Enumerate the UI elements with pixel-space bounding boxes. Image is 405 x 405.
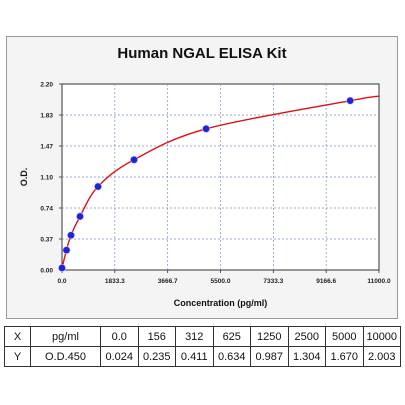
y-tick-label: 0.00 [40,268,53,275]
table-cell: 2500 [287,326,326,347]
data-point [58,264,66,272]
table-cell: 5000 [325,326,364,347]
x-tick-label: 7333.3 [263,278,283,285]
table-cell: 1.670 [325,346,364,367]
y-tick-label: 1.83 [40,113,53,120]
row-header: Y [4,346,31,367]
table-row: Y O.D.450 0.024 0.235 0.411 0.634 0.987 1.304 1.… [4,346,401,367]
x-tick-label: 9166.6 [316,278,336,285]
x-tick-label: 5500.0 [211,278,231,285]
data-point [67,231,75,240]
x-tick-label: 1833.3 [105,278,125,285]
table-cell: 2.003 [362,346,401,367]
y-axis-title: O.D. [19,168,29,187]
y-tick-label: 0.37 [40,237,53,244]
data-point [130,155,138,164]
table-cell: 10000 [362,326,401,347]
x-tick-label: 0.0 [57,278,66,285]
y-tick-label: 2.20 [40,82,53,89]
chart-plot: 0.0 1833.3 3666.7 5500.0 7333.3 9166.6 11000.0… [19,82,391,309]
table-cell: 0.634 [212,346,251,367]
data-point [62,246,71,255]
table-cell: 0.987 [250,346,289,367]
data-point [76,212,84,221]
x-axis-title: Concentration (pg/ml) [174,298,268,308]
y-tick-label: 1.47 [40,144,53,151]
x-tick-label: 11000.0 [367,278,391,285]
chart-frame: Human NGAL ELISA Kit 0.0 1833.3 3666.7 5500… [6,36,398,319]
data-point [94,182,102,191]
table-cell: 1.304 [287,346,326,367]
data-point [346,96,355,105]
table-cell: 1250 [250,326,289,347]
table-cell: 0.235 [137,346,176,367]
table-cell: 156 [137,326,176,347]
chart-title: Human NGAL ELISA Kit [117,45,287,62]
table-cell: 312 [175,326,214,347]
table-cell: 625 [212,326,251,347]
table-cell: 0.411 [175,346,214,367]
y-tick-label: 1.10 [40,175,53,182]
x-tick-label: 3666.7 [158,278,178,285]
table-cell: 0.0 [100,326,139,347]
row-label: O.D.450 [30,346,101,367]
row-header: X [4,326,31,347]
data-point [202,124,210,133]
y-tick-label: 0.74 [40,206,53,213]
fit-curve [61,95,380,269]
table-cell: 0.024 [100,346,139,367]
row-label: pg/ml [30,326,101,347]
